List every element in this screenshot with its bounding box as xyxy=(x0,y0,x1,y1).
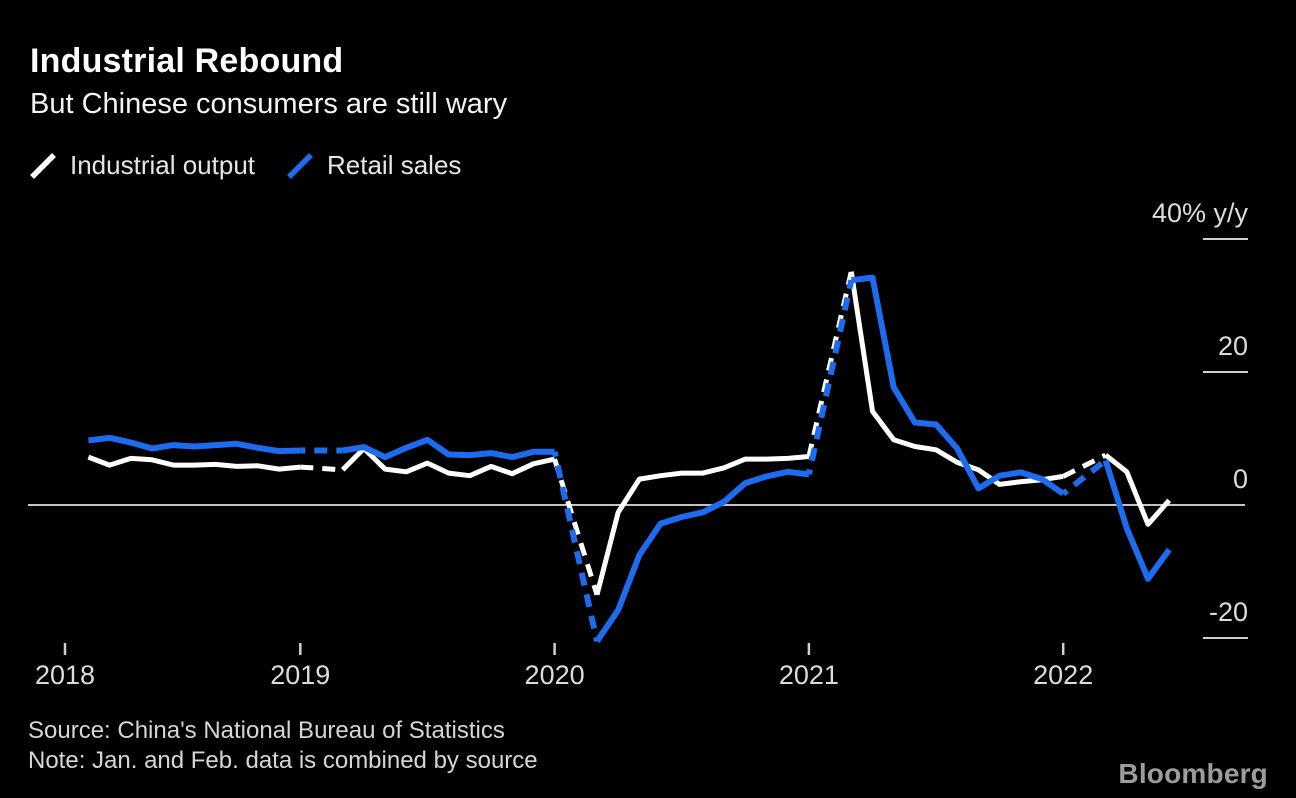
y-axis-label: -20 xyxy=(1208,597,1248,627)
source-note-block: Source: China's National Bureau of Stati… xyxy=(28,716,538,776)
y-axis-label: 0 xyxy=(1232,464,1248,494)
retail-sales-line-dashed xyxy=(300,279,1108,642)
legend-label-industrial-output: Industrial output xyxy=(70,150,256,180)
retail-sales-line xyxy=(88,274,1172,643)
x-axis-label: 2021 xyxy=(778,660,839,690)
chart-subtitle: But Chinese consumers are still wary xyxy=(30,88,508,120)
x-axis-label: 2019 xyxy=(270,660,331,690)
retail-sales-line-swatch-icon xyxy=(287,152,313,179)
industrial-output-line xyxy=(87,271,1172,596)
x-axis-label: 2020 xyxy=(524,660,585,690)
x-axis-label: 2018 xyxy=(34,660,96,690)
bloomberg-logo: Bloomberg xyxy=(1118,758,1268,789)
y-axis-label: 40% y/y xyxy=(1151,198,1248,228)
chart-title: Industrial Rebound xyxy=(30,42,344,80)
industrial-output-line-dashed xyxy=(300,271,1107,596)
chart-legend: Industrial output Retail sales xyxy=(28,150,461,181)
legend-item-industrial-output: Industrial output xyxy=(28,150,255,181)
source-line: Source: China's National Bureau of Stati… xyxy=(28,717,505,744)
legend-label-retail-sales: Retail sales xyxy=(327,150,462,180)
y-axis-label: 20 xyxy=(1217,331,1248,361)
legend-item-retail-sales: Retail sales xyxy=(285,150,461,181)
x-axis-label: 2022 xyxy=(1033,660,1094,690)
note-line: Note: Jan. and Feb. data is combined by … xyxy=(28,747,538,774)
industrial-output-line-swatch-icon xyxy=(30,152,56,179)
